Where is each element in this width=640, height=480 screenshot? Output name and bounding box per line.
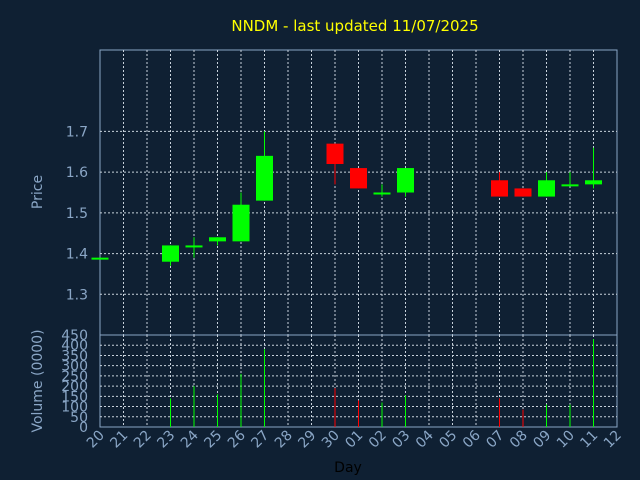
candle-body	[514, 188, 532, 197]
candle-body	[326, 143, 344, 164]
x-tick-label: 22	[131, 428, 155, 452]
x-tick-label: 23	[154, 428, 178, 452]
candle-body	[397, 168, 414, 193]
price-tick-label: 1.3	[66, 287, 88, 303]
volume-tick-label: 0	[79, 420, 88, 436]
price-panel: 1.3 1.4 1.5 1.6 1.7	[66, 49, 618, 336]
volume-tick-label: 350	[61, 348, 88, 364]
x-tick-label: 27	[248, 428, 272, 452]
x-tick-label: 08	[507, 428, 531, 452]
volume-tick-label: 50	[70, 410, 88, 426]
volume-tick-label: 400	[61, 338, 88, 354]
volume-tick-label: 200	[61, 379, 88, 395]
candle-body	[162, 245, 179, 262]
x-tick-label: 21	[107, 428, 131, 452]
candle-body	[350, 168, 367, 189]
price-tick-label: 1.7	[66, 124, 88, 140]
candle-body	[256, 155, 273, 201]
x-tick-label: 04	[413, 427, 437, 451]
candle-body	[91, 257, 109, 260]
x-tick-label: 07	[483, 428, 507, 452]
x-tick-label: 01	[342, 428, 366, 452]
price-tick-label: 1.6	[66, 165, 88, 181]
x-tick-label: 25	[201, 428, 225, 452]
price-tick-label: 1.4	[66, 247, 88, 263]
candle-body	[491, 180, 508, 197]
x-tick-label: 03	[389, 428, 413, 452]
x-axis-label: Day	[334, 460, 362, 476]
x-axis: 20 21 22 23 24 25 26 27 28 29 30 01 02 03 04 05 06 07 08 09…	[84, 427, 625, 451]
x-tick-label: 06	[460, 427, 484, 451]
x-tick-label: 10	[554, 428, 578, 452]
candle-body	[185, 245, 203, 248]
x-tick-label: 28	[272, 428, 296, 452]
volume-tick-label: 250	[61, 369, 88, 385]
candle-body	[232, 204, 250, 242]
volume-tick-label: 300	[61, 359, 88, 375]
x-tick-label: 11	[577, 428, 601, 452]
x-tick-label: 30	[319, 428, 343, 452]
volume-tick-label: 100	[61, 400, 88, 416]
volume-axis-label: Volume (0000)	[30, 329, 46, 432]
x-tick-label: 24	[178, 427, 202, 451]
chart-title: NNDM - last updated 11/07/2025	[231, 17, 478, 35]
price-tick-label: 1.5	[66, 206, 88, 222]
x-tick-label: 09	[530, 428, 554, 452]
volume-tick-label: 450	[61, 328, 88, 344]
candle-body	[538, 180, 555, 197]
candle-body	[373, 192, 391, 195]
x-tick-label: 02	[366, 428, 390, 452]
x-tick-label: 26	[225, 427, 249, 451]
candle-body	[585, 180, 602, 185]
price-axis-label: Price	[30, 175, 46, 209]
candle-body	[561, 184, 579, 187]
candle-body	[209, 237, 226, 242]
volume-tick-label: 150	[61, 389, 88, 405]
x-tick-label: 05	[436, 428, 460, 452]
x-tick-label: 12	[601, 428, 625, 452]
x-tick-label: 29	[295, 428, 319, 452]
